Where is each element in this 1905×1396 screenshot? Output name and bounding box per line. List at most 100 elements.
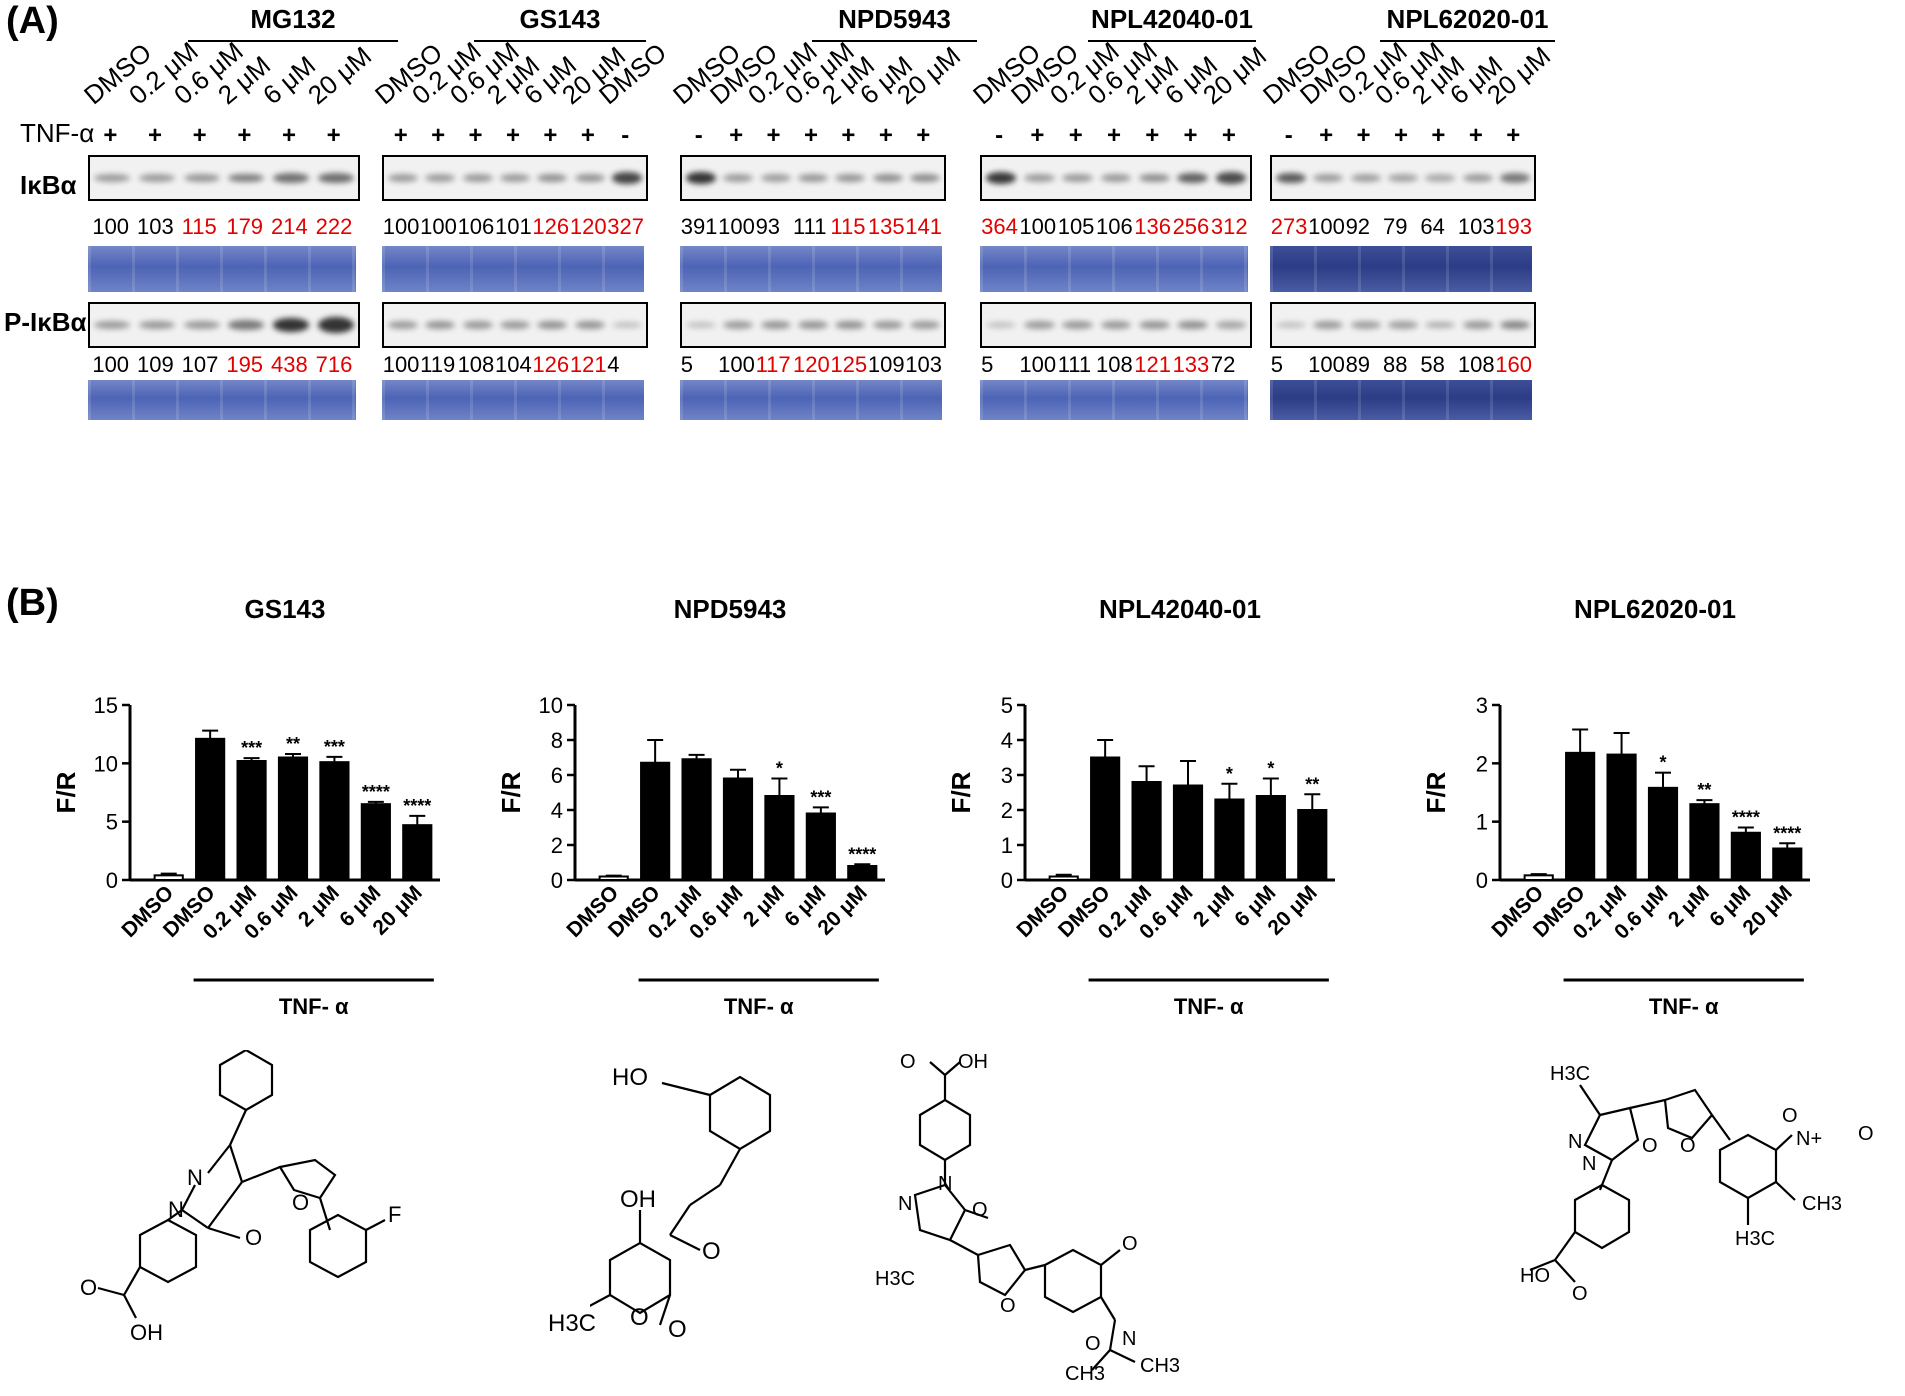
bar — [402, 824, 433, 882]
pikba-quant-value: 108 — [1457, 352, 1495, 377]
protein-band — [835, 174, 866, 182]
atom-label: O — [1572, 1283, 1588, 1305]
pikba-blot — [980, 302, 1252, 348]
compound-underline — [474, 40, 646, 42]
pikba-quant-value: 119 — [420, 352, 456, 377]
bar — [319, 761, 350, 882]
protein-band — [1100, 174, 1132, 182]
protein-band — [1062, 174, 1094, 182]
bar — [598, 875, 629, 881]
protein-band — [798, 174, 828, 182]
protein-band — [228, 173, 265, 183]
npl42040-structure: O OH N N O H3C O O O N CH3 CH3 — [875, 1051, 1180, 1380]
protein-band — [1425, 174, 1456, 182]
ikba-quant-value: 222 — [315, 214, 353, 239]
significance-marker: * — [1267, 759, 1274, 779]
x-tick-label: 2 μM — [294, 881, 344, 931]
atom-label: CH3 — [1065, 1363, 1105, 1380]
tnf-group-label: TNF- α — [724, 994, 794, 1019]
protein-band — [985, 171, 1017, 185]
ikba-quant-value: 64 — [1420, 214, 1445, 239]
pikba-quant-value: 716 — [315, 352, 353, 377]
chart-title: GS143 — [245, 594, 326, 624]
tnf-sign: + — [192, 122, 207, 149]
bar — [1606, 753, 1637, 881]
atom-label: N — [1568, 1131, 1582, 1153]
protein-band — [1138, 320, 1170, 329]
pikba-quant-value: 104 — [495, 352, 532, 377]
pikba-quant-value: 72 — [1210, 352, 1236, 377]
ikba-blot — [680, 155, 946, 201]
chart-title: NPD5943 — [674, 594, 787, 624]
tnf-sign: + — [431, 122, 446, 149]
pikba-quant-value: 438 — [271, 352, 308, 377]
pikba-quant-value: 100 — [718, 352, 755, 377]
protein-band — [1215, 321, 1247, 329]
ikba-quant-value: 92 — [1345, 214, 1371, 239]
atom-label: O — [1782, 1105, 1798, 1127]
tnf-sign: + — [103, 122, 118, 149]
pikba-blot — [1270, 302, 1536, 348]
ikba-quant-value: 193 — [1495, 214, 1532, 239]
tnf-sign: + — [281, 122, 296, 149]
significance-marker: * — [1226, 764, 1233, 784]
tnf-sign: - — [621, 122, 630, 149]
ikba-quant-value: 79 — [1383, 214, 1408, 239]
ikba-blot — [382, 155, 648, 201]
bar — [1090, 756, 1121, 881]
bar — [1172, 784, 1204, 881]
protein-band — [1100, 321, 1132, 329]
atom-label: O — [245, 1225, 262, 1250]
panel-b-label: (B) — [6, 582, 59, 624]
y-axis-label: F/R — [946, 771, 976, 813]
lane-label: 20 μM — [1481, 40, 1557, 111]
y-tick-label: 0 — [1476, 868, 1488, 893]
bar — [360, 803, 391, 882]
protein-band — [1500, 173, 1531, 183]
atom-label: O — [972, 1199, 988, 1221]
protein-band — [872, 173, 903, 183]
protein-band — [574, 320, 605, 329]
atom-label: N — [938, 1173, 952, 1195]
tnf-sign: + — [543, 122, 558, 149]
ikba-quant-value: 103 — [137, 214, 174, 239]
coomassie-loading-control — [1270, 246, 1532, 292]
pikba-quant-value: 100 — [1019, 352, 1057, 377]
protein-band — [1024, 321, 1055, 329]
tnf-sign: + — [1431, 122, 1446, 149]
coomassie-loading-control — [980, 246, 1248, 292]
tnf-sign: + — [393, 122, 408, 149]
protein-band — [537, 173, 568, 183]
protein-band — [910, 173, 941, 183]
atom-label: HO — [1520, 1265, 1550, 1287]
y-axis-label: F/R — [1421, 771, 1451, 813]
coomassie-loading-control — [680, 246, 942, 292]
tnf-sign: + — [1030, 122, 1045, 149]
ikba-quant-value: 100 — [382, 214, 420, 239]
ikba-quant-value: 126 — [532, 214, 570, 239]
compound-underline — [1380, 40, 1555, 42]
significance-marker: *** — [810, 787, 831, 807]
atom-label: N — [898, 1193, 912, 1215]
bar — [1523, 874, 1554, 882]
ikba-quant-value: 103 — [1457, 214, 1495, 239]
atom-label: O — [292, 1190, 309, 1215]
compound-underline — [188, 40, 398, 42]
ikba-blot — [1270, 155, 1536, 201]
bar — [1565, 751, 1596, 881]
ikba-quant-value: 364 — [981, 214, 1018, 239]
protein-band — [387, 174, 418, 182]
tnf-sign: + — [580, 122, 595, 149]
protein-band — [1313, 321, 1344, 329]
ikba-quant-value: 273 — [1270, 214, 1308, 239]
atom-label: F — [388, 1202, 401, 1227]
y-tick-label: 15 — [94, 693, 118, 718]
bar — [1772, 847, 1803, 881]
compound-title: GS143 — [519, 4, 601, 34]
protein-band — [94, 321, 131, 329]
significance-marker: ** — [1305, 774, 1319, 794]
ikba-quant-value: 256 — [1172, 214, 1210, 239]
ikba-quant-value: 93 — [755, 214, 781, 239]
significance-marker: **** — [848, 844, 876, 864]
tnf-sign: + — [237, 122, 252, 149]
